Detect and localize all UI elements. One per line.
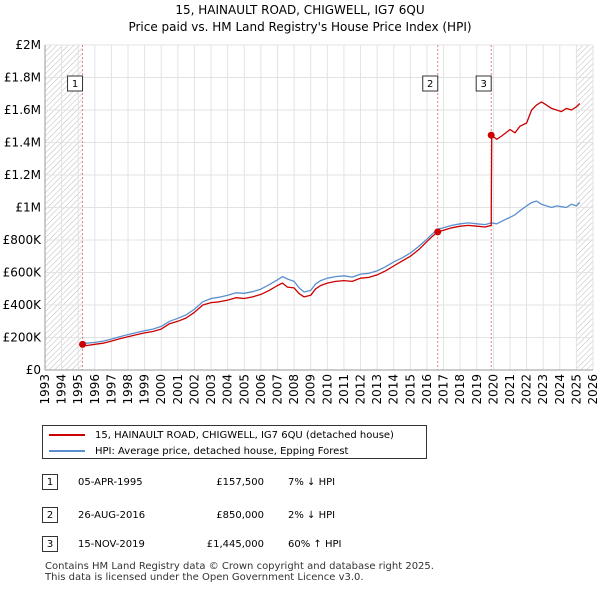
- property-price-line: [82, 101, 581, 347]
- x-tick-label: 2016: [420, 374, 434, 405]
- x-tick-label: 2013: [370, 374, 384, 405]
- sale-point: [487, 131, 495, 139]
- sale-hpi-change: 2% ↓ HPI: [288, 510, 336, 521]
- sale-row-1: 1 05-APR-1995 £157,500 7% ↓ HPI: [42, 473, 600, 493]
- y-tick-label: £800K: [3, 233, 43, 247]
- x-tick-label: 2017: [437, 374, 451, 405]
- x-tick-label: 2002: [187, 374, 201, 405]
- x-tick-label: 2015: [403, 374, 417, 405]
- chart-title: 15, HAINAULT ROAD, CHIGWELL, IG7 6QU: [175, 3, 425, 17]
- price-chart: 1 2 3 £0 £200K £400K £600K £800K £1M £1.2M £1.4M £…: [3, 38, 600, 405]
- legend-swatch-property: [49, 434, 85, 436]
- x-tick-label: 2000: [154, 374, 168, 405]
- footer-line-2: This data is licensed under the Open Gov…: [45, 572, 364, 583]
- sale-date: 15-NOV-2019: [78, 539, 145, 550]
- x-tick-label: 2012: [354, 374, 368, 405]
- sale-badge: 2: [42, 507, 58, 523]
- sale-hpi-change: 60% ↑ HPI: [288, 539, 342, 550]
- sale-point: [434, 228, 442, 236]
- legend-label-hpi: HPI: Average price, detached house, Eppi…: [95, 445, 349, 457]
- y-tick-label: £2M: [15, 38, 41, 52]
- x-tick-label: 2004: [221, 374, 235, 405]
- y-tick-label: £1.4M: [4, 136, 41, 150]
- legend-item-hpi: HPI: Average price, detached house, Eppi…: [49, 443, 348, 459]
- x-tick-label: 1998: [121, 374, 135, 405]
- chart-subtitle: Price paid vs. HM Land Registry's House …: [128, 20, 472, 34]
- x-tick-label: 2020: [486, 374, 500, 405]
- y-tick-label: £0: [26, 363, 41, 377]
- x-tick-label: 2003: [204, 374, 218, 405]
- sale-price: £157,500: [216, 477, 264, 488]
- sale-label-text: 1: [72, 79, 78, 90]
- y-tick-label: £1M: [15, 201, 41, 215]
- x-tick-label: 2022: [520, 374, 534, 405]
- x-tick-label: 2019: [470, 374, 484, 405]
- x-tick-label: 2009: [304, 374, 318, 405]
- sale-label-box: [422, 75, 439, 92]
- x-tick-label: 1995: [71, 374, 85, 405]
- legend-swatch-hpi: [49, 450, 85, 452]
- x-tick-label: 2011: [337, 374, 351, 405]
- x-tick-label: 2025: [569, 374, 583, 405]
- sale-label-box: [475, 75, 492, 92]
- x-tick-label: 2006: [254, 374, 268, 405]
- x-tick-label: 1996: [88, 374, 102, 405]
- y-tick-label: £1.2M: [4, 168, 41, 182]
- sale-row-3: 3 15-NOV-2019 £1,445,000 60% ↑ HPI: [42, 535, 600, 555]
- sale-hpi-change: 7% ↓ HPI: [288, 477, 336, 488]
- footer-attribution: Contains HM Land Registry data © Crown c…: [45, 561, 434, 583]
- legend: 15, HAINAULT ROAD, CHIGWELL, IG7 6QU (de…: [42, 425, 427, 459]
- x-tick-label: 1993: [38, 374, 52, 405]
- x-tick-label: 2005: [237, 374, 251, 405]
- sale-date: 05-APR-1995: [78, 477, 143, 488]
- x-tick-label: 2010: [320, 374, 334, 405]
- x-tick-label: 2014: [387, 374, 401, 405]
- sale-label-text: 3: [481, 79, 487, 90]
- x-tick-label: 2018: [453, 374, 467, 405]
- sale-badge: 1: [42, 474, 58, 490]
- sale-date: 26-AUG-2016: [78, 510, 146, 521]
- x-tick-label: 2007: [270, 374, 284, 405]
- sale-point: [79, 340, 87, 348]
- y-tick-label: £400K: [3, 298, 43, 312]
- y-tick-label: £1.6M: [4, 103, 41, 117]
- x-tick-label: 2008: [287, 374, 301, 405]
- x-tick-label: 2023: [536, 374, 550, 405]
- y-tick-label: £200K: [3, 331, 43, 345]
- x-tick-label: 2024: [553, 374, 567, 405]
- x-tick-label: 2001: [171, 374, 185, 405]
- x-tick-label: 2026: [586, 374, 600, 405]
- footer-line-1: Contains HM Land Registry data © Crown c…: [45, 561, 434, 572]
- x-tick-label: 1994: [55, 374, 69, 405]
- legend-item-property: 15, HAINAULT ROAD, CHIGWELL, IG7 6QU (de…: [49, 427, 394, 443]
- y-tick-label: £1.8M: [4, 71, 41, 85]
- x-tick-label: 2021: [503, 374, 517, 405]
- y-tick-label: £600K: [3, 266, 43, 280]
- x-tick-label: 1997: [104, 374, 118, 405]
- sale-price: £1,445,000: [206, 539, 264, 550]
- sale-label-text: 2: [427, 79, 433, 90]
- legend-label-property: 15, HAINAULT ROAD, CHIGWELL, IG7 6QU (de…: [95, 429, 394, 441]
- sale-label-box: [67, 75, 84, 92]
- x-tick-label: 1999: [138, 374, 152, 405]
- sale-price: £850,000: [216, 510, 264, 521]
- sale-row-2: 2 26-AUG-2016 £850,000 2% ↓ HPI: [42, 506, 600, 526]
- hpi-line: [82, 200, 581, 344]
- sale-badge: 3: [42, 536, 58, 552]
